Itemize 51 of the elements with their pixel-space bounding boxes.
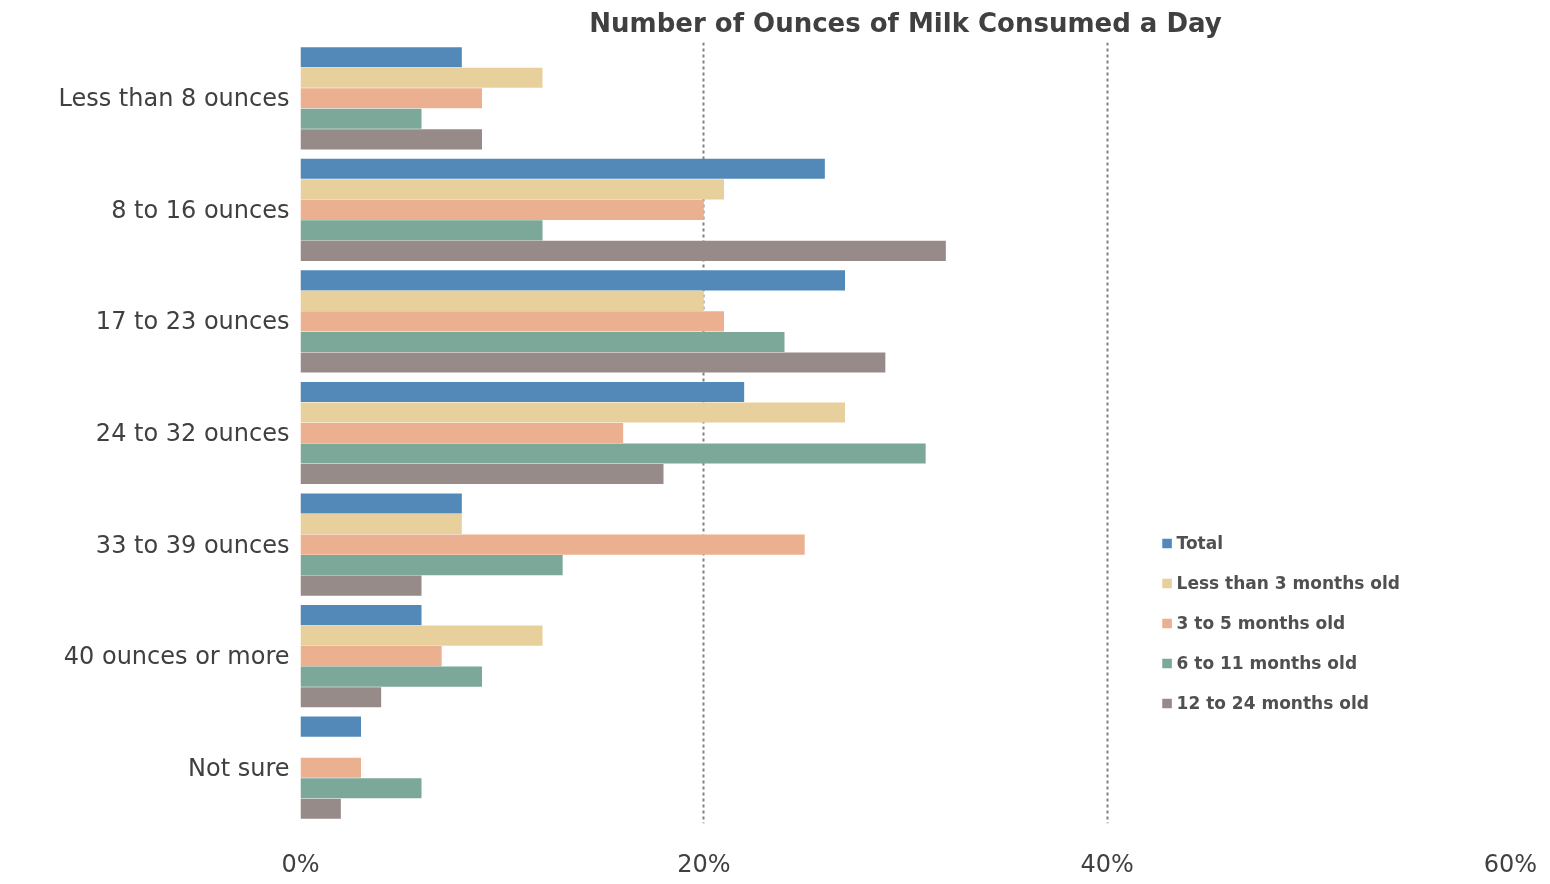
x-tick-label: 60% [1483, 849, 1538, 878]
legend-label: Less than 3 months old [1176, 573, 1400, 593]
bar [300, 179, 724, 200]
y-tick-label: 24 to 32 ounces [95, 419, 290, 447]
y-tick-label: Not sure [188, 753, 290, 782]
bar [300, 443, 926, 464]
x-tick-label: 0% [281, 849, 320, 878]
bar [300, 290, 704, 311]
bar [300, 352, 886, 373]
bar [300, 493, 462, 514]
bar [300, 402, 845, 423]
chart-title: Number of Ounces of Milk Consumed a Day [589, 7, 1222, 38]
x-tick-label: 40% [1080, 849, 1134, 878]
y-tick-label: 40 ounces or more [63, 642, 290, 671]
bar [300, 625, 543, 646]
bar [300, 158, 825, 179]
bar [300, 220, 543, 241]
bar [300, 778, 422, 799]
bar [300, 716, 361, 737]
bar [300, 605, 422, 626]
legend-label: Total [1176, 533, 1224, 553]
bar [300, 687, 382, 708]
x-tick-label: 20% [677, 849, 731, 878]
bar [300, 47, 462, 68]
bar [300, 88, 482, 109]
y-tick-label: Less than 8 ounces [58, 84, 290, 113]
bar [300, 513, 462, 535]
bar [300, 646, 442, 667]
bar [300, 534, 805, 555]
bar [300, 464, 664, 485]
bar [300, 240, 946, 261]
y-tick-label: 8 to 16 ounces [111, 195, 290, 224]
legend-label: 12 to 24 months old [1176, 693, 1369, 713]
bar [300, 199, 704, 220]
bar [300, 129, 482, 150]
bar [300, 311, 724, 332]
bar [300, 575, 422, 596]
y-tick-label: 33 to 39 ounces [95, 530, 290, 559]
y-tick-label: 17 to 23 ounces [95, 307, 290, 336]
bar [300, 798, 341, 819]
bar [300, 108, 422, 129]
bar [300, 757, 361, 778]
legend-label: 3 to 5 months old [1176, 613, 1346, 633]
bar [300, 555, 563, 576]
legend-label: 6 to 11 months old [1176, 653, 1358, 673]
bar [300, 270, 845, 291]
bar [300, 381, 745, 402]
bar [300, 331, 785, 353]
bar [300, 422, 624, 444]
bar [300, 67, 543, 88]
bar [300, 666, 482, 687]
